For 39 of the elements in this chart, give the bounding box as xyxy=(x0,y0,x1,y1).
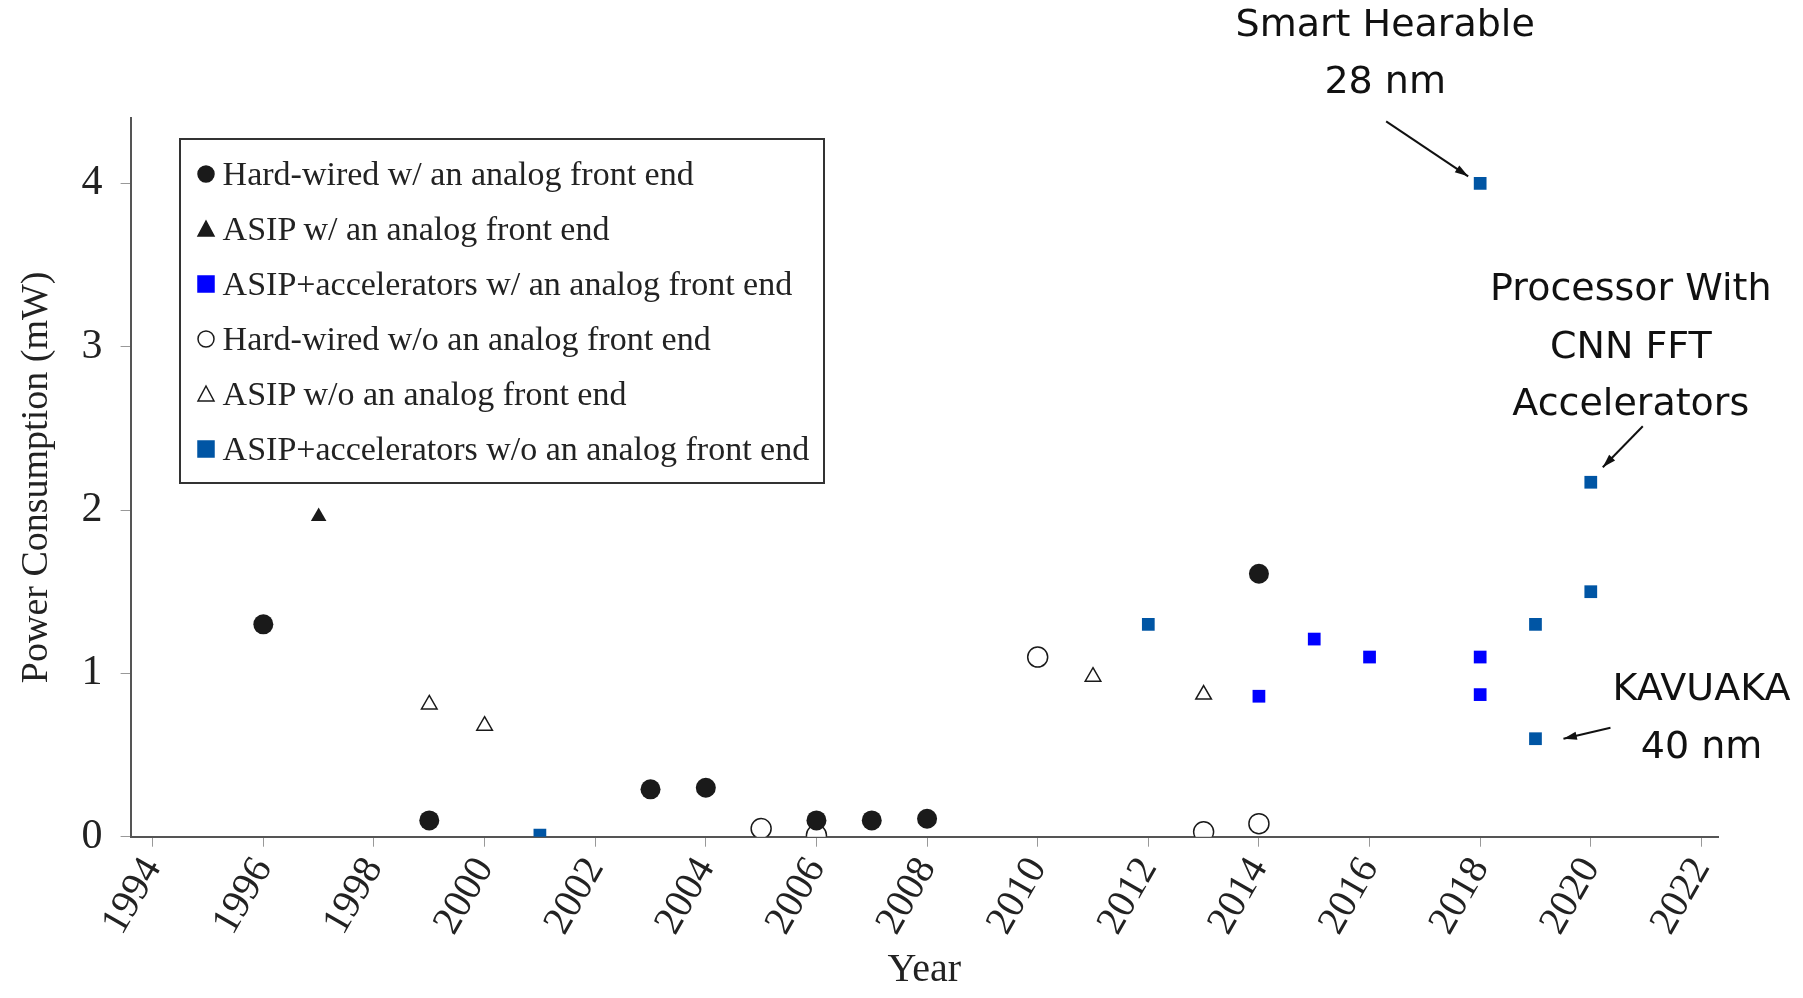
point xyxy=(1473,650,1487,664)
legend-label: ASIP+accelerators w/ an analog front end xyxy=(222,264,793,303)
point xyxy=(1026,646,1049,668)
point xyxy=(1248,563,1269,584)
point xyxy=(1363,650,1376,664)
point xyxy=(750,817,772,837)
point xyxy=(1141,618,1155,631)
annotation: KAVUAKA 40 nm xyxy=(1612,664,1791,767)
legend-label: ASIP w/o an analog front end xyxy=(222,374,627,413)
y-tick-label: 2 xyxy=(81,484,103,531)
point xyxy=(1473,176,1487,190)
annotation: Processor With CNN FFT Accelerators xyxy=(1490,265,1772,425)
y-tick-label: 4 xyxy=(81,157,103,204)
y-tick-label: 0 xyxy=(81,810,103,857)
point xyxy=(695,777,716,798)
point xyxy=(1529,732,1542,746)
y-tick-label: 3 xyxy=(81,320,103,367)
legend-label: Hard-wired w/o an analog front end xyxy=(222,319,711,358)
y-axis-title: Power Consumption (mW) xyxy=(12,271,56,684)
point xyxy=(253,614,274,635)
point xyxy=(419,810,440,831)
legend-label: Hard-wired w/ an analog front end xyxy=(222,154,694,193)
annotation: Smart Hearable 28 nm xyxy=(1235,1,1535,103)
point xyxy=(806,810,827,831)
point xyxy=(861,810,882,831)
point xyxy=(1473,688,1487,701)
point xyxy=(1252,689,1266,703)
point xyxy=(640,779,661,800)
x-axis-title: Year xyxy=(887,944,962,990)
point xyxy=(1584,475,1598,489)
point xyxy=(1584,585,1598,599)
point xyxy=(1529,618,1542,631)
point xyxy=(310,507,327,522)
point xyxy=(1248,812,1270,835)
legend-label: ASIP w/ an analog front end xyxy=(222,209,610,248)
y-tick-label: 1 xyxy=(81,647,103,694)
legend-label: ASIP+accelerators w/o an analog front end xyxy=(222,429,810,468)
point xyxy=(917,808,938,829)
point xyxy=(1307,632,1321,646)
